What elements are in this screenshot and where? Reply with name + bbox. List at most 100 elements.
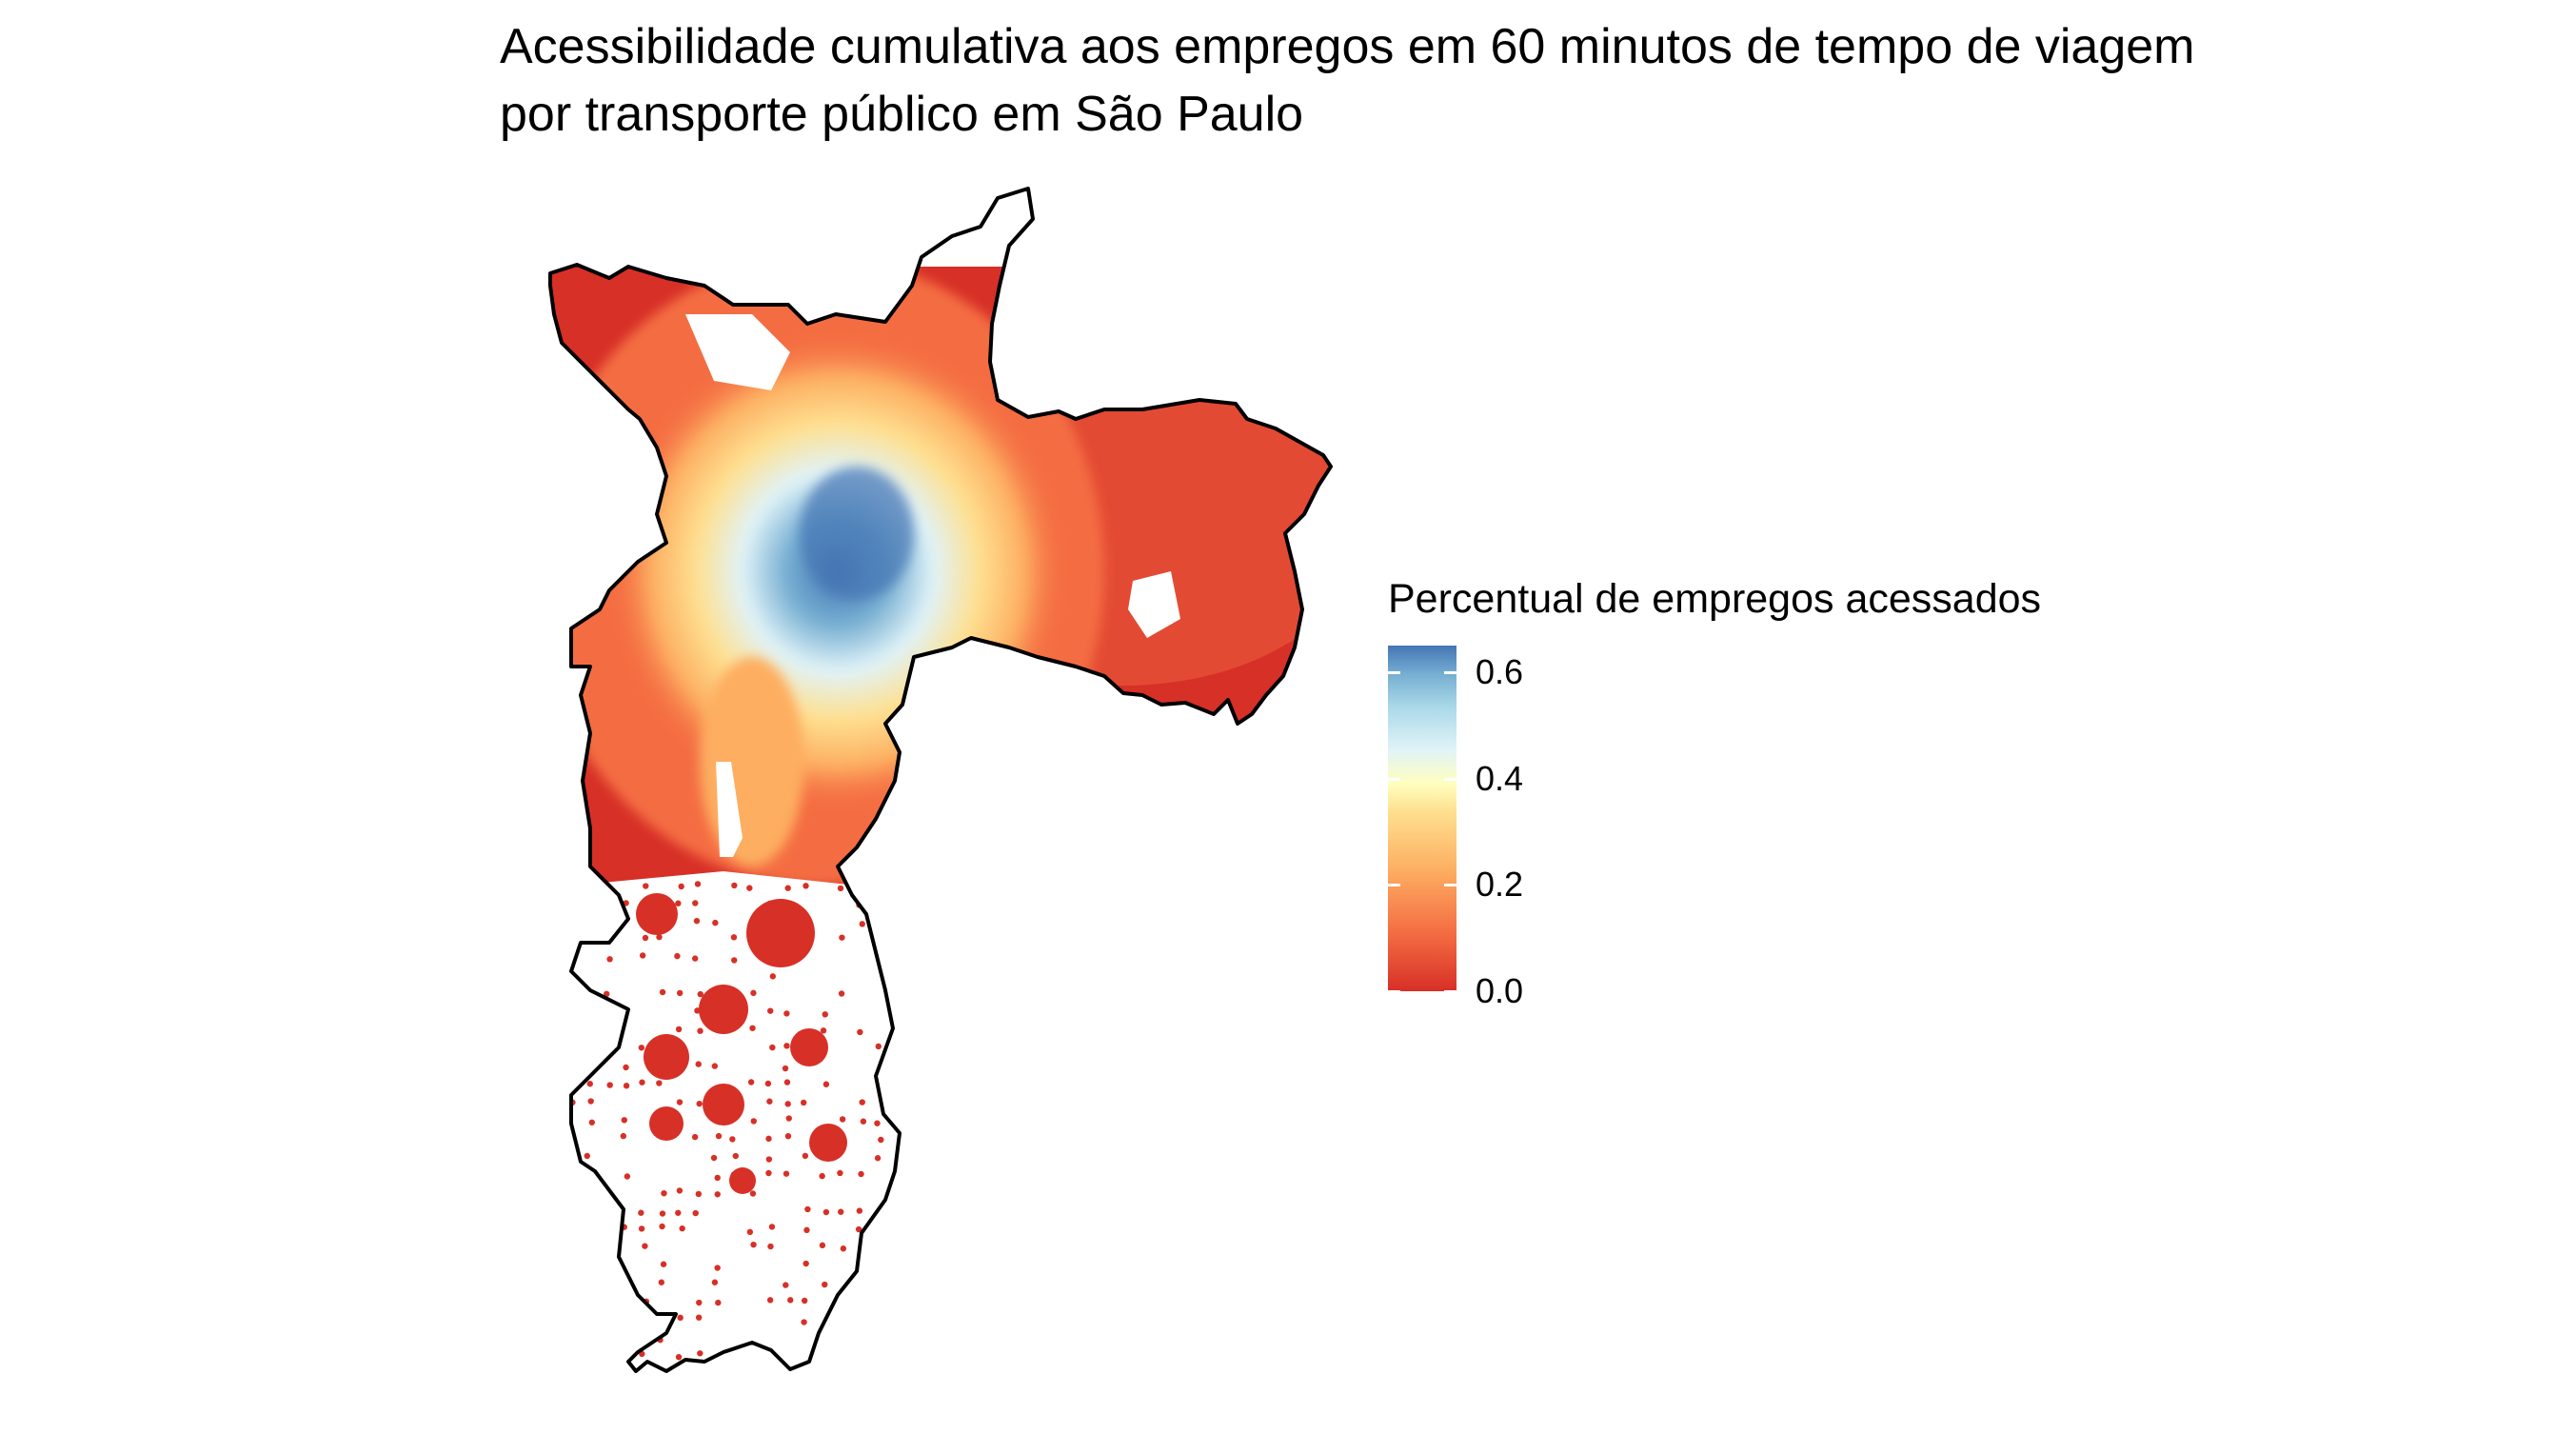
grid-cell bbox=[696, 1299, 703, 1306]
grid-cell bbox=[694, 1007, 701, 1014]
grid-cell bbox=[565, 1008, 573, 1016]
grid-cell bbox=[750, 1118, 757, 1125]
grid-cell bbox=[656, 933, 663, 941]
grid-cell bbox=[695, 1314, 703, 1321]
grid-cell bbox=[696, 1100, 703, 1107]
grid-cell bbox=[569, 899, 576, 906]
grid-cell bbox=[803, 1226, 810, 1234]
grid-cell bbox=[584, 1152, 590, 1160]
grid-cell bbox=[642, 934, 649, 942]
city-boundary bbox=[548, 187, 1333, 1373]
grid-cell bbox=[584, 903, 590, 909]
grid-cell bbox=[767, 1007, 774, 1014]
grid-cell bbox=[659, 1210, 666, 1217]
grid-cell bbox=[858, 1170, 864, 1178]
grid-cell bbox=[679, 1225, 685, 1232]
grid-cell bbox=[856, 1207, 863, 1214]
grid-cell bbox=[624, 1173, 631, 1180]
grid-cell bbox=[819, 1172, 825, 1180]
grid-cell bbox=[660, 1261, 667, 1267]
map-title-line-2: por transporte público em São Paulo bbox=[500, 87, 1304, 142]
grid-cell bbox=[874, 1155, 882, 1162]
grid-cell bbox=[872, 916, 880, 924]
grid-cell bbox=[691, 1133, 699, 1141]
grid-cell bbox=[621, 1117, 628, 1124]
map-title: Acessibilidade cumulativa aos empregos e… bbox=[500, 13, 2499, 149]
grid-cell bbox=[695, 1190, 703, 1198]
grid-cell bbox=[605, 1283, 613, 1290]
grid-cell bbox=[697, 1350, 703, 1357]
grid-cell bbox=[876, 881, 882, 888]
grid-cell bbox=[784, 1132, 792, 1140]
grid-cell bbox=[838, 1208, 844, 1215]
grid-cell bbox=[677, 1314, 684, 1322]
legend-tick-label: 0.4 bbox=[1476, 758, 1524, 798]
accessibility-layer bbox=[550, 257, 1331, 1363]
legend-tick-mark bbox=[1444, 777, 1456, 781]
grid-cell bbox=[732, 1152, 739, 1160]
grid-cell bbox=[675, 1026, 683, 1033]
map-title-line-1: Acessibilidade cumulativa aos empregos e… bbox=[500, 19, 2195, 74]
grid-cell bbox=[803, 1260, 809, 1267]
grid-cell bbox=[766, 1297, 774, 1304]
grid-cell bbox=[837, 885, 844, 892]
grid-cell bbox=[623, 1319, 630, 1325]
grid-cell bbox=[860, 1118, 867, 1125]
grid-cell bbox=[642, 1243, 648, 1249]
grid-cell bbox=[675, 1209, 682, 1216]
grid-cell bbox=[769, 1044, 776, 1051]
legend-title: Percentual de empregos acessados bbox=[1388, 576, 2042, 622]
grid-cell bbox=[728, 1010, 735, 1017]
grid-cell bbox=[748, 934, 756, 941]
grid-cell bbox=[787, 955, 794, 963]
grid-cell bbox=[714, 1191, 721, 1198]
grid-cell bbox=[587, 1098, 594, 1105]
grid-cell bbox=[766, 900, 773, 907]
grid-cell bbox=[674, 952, 681, 960]
grid-cell bbox=[659, 1223, 665, 1230]
grid-cell bbox=[857, 1028, 863, 1036]
grid-cell bbox=[606, 900, 613, 907]
grid-cell bbox=[782, 1065, 789, 1072]
served-patch bbox=[644, 1034, 689, 1080]
grid-cell bbox=[568, 1191, 575, 1199]
grid-cell bbox=[874, 902, 881, 908]
grid-cell bbox=[746, 885, 753, 891]
grid-cell bbox=[769, 973, 777, 980]
grid-cell bbox=[820, 1027, 827, 1034]
grid-cell bbox=[620, 1277, 626, 1285]
grid-cell bbox=[819, 1242, 826, 1249]
grid-cell bbox=[638, 1209, 644, 1216]
served-patch bbox=[703, 1084, 744, 1125]
grid-cell bbox=[639, 1079, 645, 1085]
grid-cell bbox=[601, 1006, 608, 1013]
legend-tick-mark bbox=[1388, 777, 1400, 781]
grid-cell bbox=[765, 935, 772, 942]
grid-cell bbox=[659, 988, 666, 996]
grid-cell bbox=[675, 1353, 683, 1361]
grid-cell bbox=[784, 1101, 791, 1107]
legend-tick-label: 0.0 bbox=[1476, 971, 1524, 1010]
grid-cell bbox=[606, 956, 613, 963]
served-patch bbox=[636, 893, 678, 935]
grid-cell bbox=[766, 1098, 773, 1105]
grid-cell bbox=[585, 1334, 591, 1341]
grid-cell bbox=[641, 1318, 647, 1325]
grid-cell bbox=[603, 1025, 609, 1032]
grid-cell bbox=[787, 1297, 794, 1304]
grid-cell bbox=[643, 883, 649, 889]
grid-cell bbox=[822, 1011, 828, 1018]
grid-cell bbox=[801, 1319, 807, 1325]
grid-cell bbox=[750, 1241, 757, 1248]
grid-cell bbox=[585, 1063, 591, 1070]
grid-cell bbox=[565, 1316, 573, 1324]
grid-cell bbox=[822, 1081, 830, 1087]
grid-cell bbox=[623, 1083, 630, 1089]
grid-cell bbox=[765, 1156, 773, 1163]
grid-cell bbox=[622, 1300, 629, 1306]
grid-cell bbox=[695, 1061, 702, 1067]
legend-color-bar bbox=[1388, 646, 1456, 991]
legend-tick-mark bbox=[1388, 670, 1400, 674]
grid-cell bbox=[731, 882, 738, 889]
